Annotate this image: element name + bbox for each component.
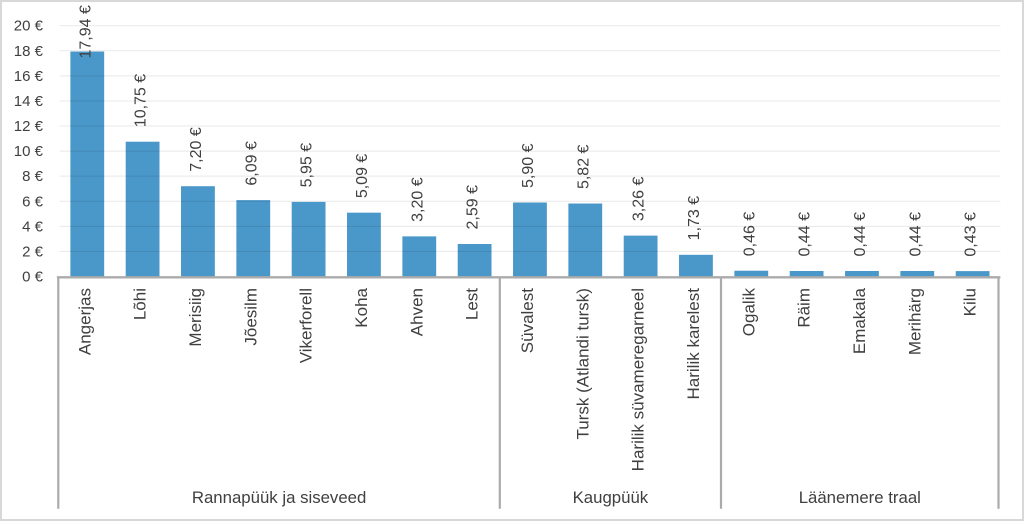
svg-text:18 €: 18 € bbox=[14, 43, 44, 60]
svg-text:6 €: 6 € bbox=[22, 193, 44, 210]
svg-text:6,09 €: 6,09 € bbox=[243, 141, 260, 186]
svg-text:1,73 €: 1,73 € bbox=[686, 196, 703, 241]
svg-text:Rannapüük ja siseveed: Rannapüük ja siseveed bbox=[192, 488, 366, 507]
svg-text:4 €: 4 € bbox=[22, 218, 44, 235]
svg-text:Kilu: Kilu bbox=[961, 288, 980, 316]
svg-text:10 €: 10 € bbox=[14, 143, 44, 160]
svg-text:Ogalik: Ogalik bbox=[739, 288, 758, 337]
svg-text:Tursk (Atlandi tursk): Tursk (Atlandi tursk) bbox=[573, 288, 592, 439]
svg-text:Vikerforell: Vikerforell bbox=[297, 288, 316, 363]
svg-text:5,09 €: 5,09 € bbox=[354, 154, 371, 199]
svg-text:17,94 €: 17,94 € bbox=[77, 5, 94, 58]
svg-text:Harilik karelest: Harilik karelest bbox=[684, 288, 703, 400]
svg-text:2 €: 2 € bbox=[22, 243, 44, 260]
svg-text:Jõesilm: Jõesilm bbox=[241, 288, 260, 346]
svg-text:20 €: 20 € bbox=[14, 18, 44, 35]
svg-text:5,90 €: 5,90 € bbox=[520, 143, 537, 188]
svg-text:16 €: 16 € bbox=[14, 68, 44, 85]
svg-text:0,43 €: 0,43 € bbox=[963, 212, 980, 257]
svg-text:Läänemere traal: Läänemere traal bbox=[799, 488, 921, 507]
svg-text:10,75 €: 10,75 € bbox=[133, 74, 150, 127]
svg-text:Angerjas: Angerjas bbox=[75, 288, 94, 355]
svg-text:Kaugpüük: Kaugpüük bbox=[573, 488, 649, 507]
svg-text:Emakala: Emakala bbox=[850, 287, 869, 354]
svg-text:Räim: Räim bbox=[795, 288, 814, 328]
svg-text:5,82 €: 5,82 € bbox=[575, 144, 592, 189]
svg-text:0,46 €: 0,46 € bbox=[741, 212, 758, 257]
svg-text:Süvalest: Süvalest bbox=[518, 288, 537, 353]
svg-text:7,20 €: 7,20 € bbox=[188, 127, 205, 172]
svg-text:0,44 €: 0,44 € bbox=[907, 212, 924, 257]
svg-text:0,44 €: 0,44 € bbox=[852, 212, 869, 257]
svg-text:8 €: 8 € bbox=[22, 168, 44, 185]
svg-text:12 €: 12 € bbox=[14, 118, 44, 135]
svg-text:Harilik süvameregarneel: Harilik süvameregarneel bbox=[629, 288, 648, 471]
svg-text:0 €: 0 € bbox=[22, 269, 44, 286]
svg-text:2,59 €: 2,59 € bbox=[465, 185, 482, 230]
svg-text:Ahven: Ahven bbox=[407, 288, 426, 336]
svg-text:5,95 €: 5,95 € bbox=[299, 143, 316, 188]
svg-text:Merisiig: Merisiig bbox=[186, 288, 205, 347]
svg-text:Koha: Koha bbox=[352, 287, 371, 327]
svg-text:Lõhi: Lõhi bbox=[131, 288, 150, 320]
svg-text:14 €: 14 € bbox=[14, 93, 44, 110]
svg-text:Lest: Lest bbox=[463, 288, 482, 320]
svg-text:0,44 €: 0,44 € bbox=[797, 212, 814, 257]
svg-text:3,20 €: 3,20 € bbox=[409, 177, 426, 222]
svg-text:3,26 €: 3,26 € bbox=[631, 177, 648, 222]
svg-text:Merihärg: Merihärg bbox=[905, 288, 924, 355]
